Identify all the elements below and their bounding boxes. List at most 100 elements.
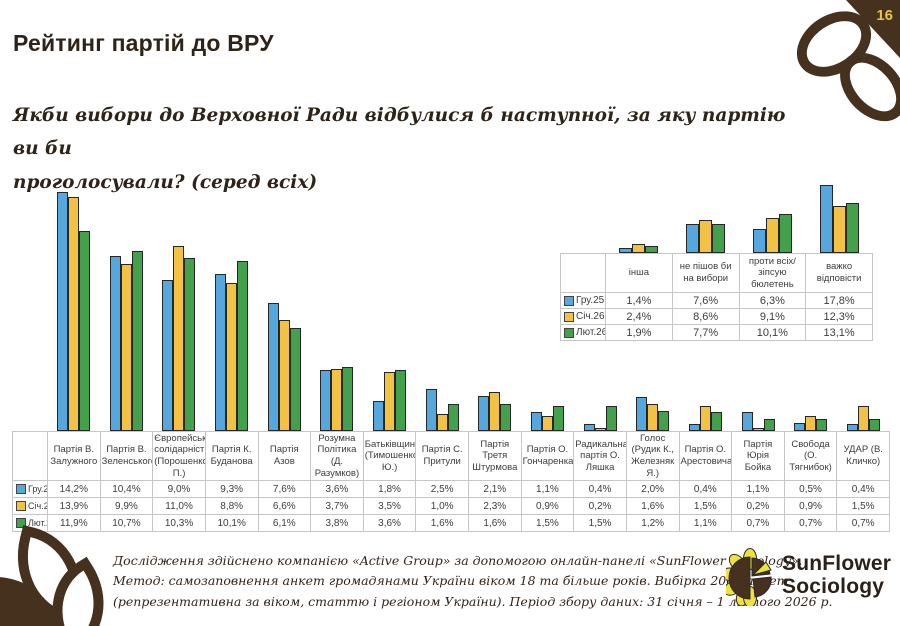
bar bbox=[763, 419, 775, 431]
page-number: 16 bbox=[876, 7, 893, 24]
column-header: важко відповісти bbox=[805, 253, 873, 293]
survey-question-line1: Якби вибори до Верховної Ради відбулися … bbox=[13, 105, 786, 160]
bar-group bbox=[605, 244, 672, 253]
value-cell: 6,6% bbox=[257, 497, 312, 515]
value-cell: 0,7% bbox=[836, 514, 890, 532]
bar bbox=[267, 303, 279, 431]
value-cell: 1,0% bbox=[415, 497, 469, 515]
bar bbox=[162, 280, 174, 431]
bar bbox=[858, 406, 870, 431]
value-cell: 0,7% bbox=[731, 514, 785, 532]
column-header: Партія С. Притули bbox=[415, 431, 469, 481]
column-header: Європейська солідарність (Порошенко П.) bbox=[152, 431, 206, 481]
bar bbox=[869, 419, 881, 431]
bar bbox=[794, 423, 806, 431]
value-cell: 1,5% bbox=[678, 497, 733, 515]
value-cell: 3,8% bbox=[310, 514, 364, 532]
bar bbox=[711, 412, 723, 431]
bar bbox=[500, 404, 512, 431]
value-cell: 2,1% bbox=[468, 480, 522, 498]
bar bbox=[372, 401, 384, 431]
sunflower-icon bbox=[726, 548, 772, 606]
legend-label: Лют.26 bbox=[576, 327, 606, 338]
survey-question: Якби вибори до Верховної Ради відбулися … bbox=[13, 99, 793, 199]
bar bbox=[645, 246, 658, 253]
bar bbox=[752, 428, 764, 431]
value-cell: 11,9% bbox=[47, 514, 101, 532]
value-cell: 9,0% bbox=[152, 480, 206, 498]
bar bbox=[753, 229, 766, 253]
value-cell: 0,9% bbox=[783, 497, 838, 515]
value-cell: 13,1% bbox=[805, 324, 873, 341]
value-cell: 3,5% bbox=[362, 497, 417, 515]
value-cell: 1,5% bbox=[573, 514, 627, 532]
bar bbox=[583, 424, 595, 431]
value-cell: 2,4% bbox=[605, 308, 673, 325]
bar bbox=[846, 203, 859, 253]
value-cell: 12,3% bbox=[805, 308, 873, 325]
main-chart-block: Партія В. Залужного Партія В. Зеленського… bbox=[12, 185, 890, 532]
value-cell: 0,4% bbox=[836, 480, 890, 498]
legend-cell: Гру.25 bbox=[560, 292, 606, 309]
legend-label: Гру.25 bbox=[576, 295, 605, 306]
survey-question-line2: проголосували? (серед всіх) bbox=[13, 171, 318, 193]
value-cell: 9,1% bbox=[738, 308, 807, 325]
bar-group bbox=[732, 412, 785, 431]
methodology-line1: Дослідження здійснено компанією «Active … bbox=[113, 553, 803, 568]
legend-label: Лют.26 bbox=[28, 518, 47, 528]
value-cell: 7,6% bbox=[671, 292, 740, 309]
bar bbox=[331, 369, 343, 431]
value-cell: 0,2% bbox=[731, 497, 785, 515]
column-header: Партія В. Залужного bbox=[47, 431, 101, 481]
table-header-row: інша не пішов би на вибори проти всіх/зіпс… bbox=[560, 253, 873, 293]
logo-text: SunFlower Sociology bbox=[782, 552, 891, 598]
legend-swatch bbox=[16, 501, 26, 511]
column-header: інша bbox=[605, 253, 673, 293]
bar bbox=[700, 406, 712, 431]
value-cell: 1,1% bbox=[678, 514, 733, 532]
value-cell: 0,9% bbox=[520, 497, 575, 515]
bar bbox=[109, 256, 121, 431]
bar bbox=[816, 419, 828, 431]
bar bbox=[131, 251, 143, 431]
bar bbox=[394, 370, 406, 431]
bar bbox=[699, 220, 712, 253]
extra-data-table: інша не пішов би на вибори проти всіх/зіпс… bbox=[560, 253, 873, 341]
column-header: УДАР (В. Кличко) bbox=[836, 431, 890, 481]
value-cell: 0,4% bbox=[678, 480, 733, 498]
bar bbox=[436, 414, 448, 431]
page-title: Рейтинг партій до ВРУ bbox=[13, 30, 274, 56]
column-header: Радикальна партія О. Ляшка bbox=[573, 431, 627, 481]
bar-group bbox=[785, 416, 838, 431]
legend-entry: Лют.26 bbox=[562, 327, 606, 338]
value-cell: 2,0% bbox=[625, 480, 680, 498]
bar-group bbox=[739, 214, 806, 253]
legend-swatch bbox=[16, 518, 26, 528]
bar bbox=[184, 258, 196, 431]
bar bbox=[225, 283, 237, 431]
column-header: Партія К. Буданова bbox=[204, 431, 259, 481]
bar-group bbox=[152, 246, 205, 431]
bar bbox=[805, 416, 817, 431]
table-row: Січ.26 2,4% 8,6% 9,1% 12,3% bbox=[560, 308, 873, 325]
bar bbox=[214, 274, 226, 431]
value-cell: 10,4% bbox=[99, 480, 154, 498]
bar bbox=[605, 406, 617, 431]
legend-entry: Січ.26 bbox=[562, 311, 605, 322]
value-cell: 1,4% bbox=[605, 292, 673, 309]
legend-label: Січ.26 bbox=[576, 311, 605, 322]
bar bbox=[383, 372, 395, 431]
value-cell: 1,1% bbox=[731, 480, 785, 498]
bar bbox=[712, 224, 725, 253]
column-header: Партія Юрія Бойка bbox=[731, 431, 785, 481]
value-cell: 6,1% bbox=[257, 514, 312, 532]
value-cell: 0,5% bbox=[783, 480, 838, 498]
value-cell: 0,2% bbox=[573, 497, 627, 515]
value-cell: 0,4% bbox=[573, 480, 627, 498]
bar-group bbox=[100, 251, 153, 431]
table-row: Лют.2611,9%10,7%10,3%10,1%6,1%3,8%3,6%1,… bbox=[12, 514, 890, 532]
value-cell: 1,5% bbox=[836, 497, 890, 515]
value-cell: 3,7% bbox=[310, 497, 364, 515]
bar bbox=[766, 218, 779, 253]
